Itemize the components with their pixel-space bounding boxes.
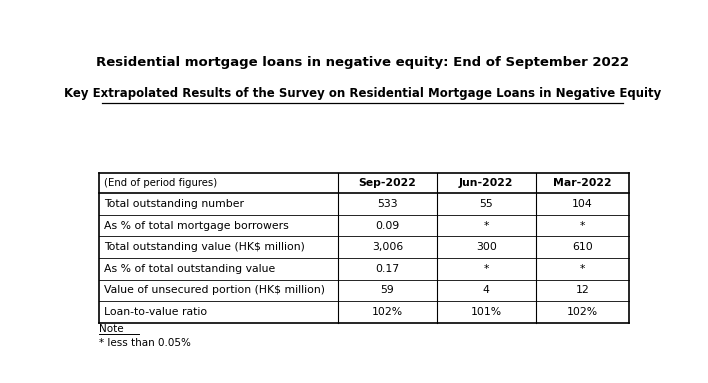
Text: 55: 55 xyxy=(479,199,493,210)
Text: 300: 300 xyxy=(476,242,497,252)
Text: Total outstanding value (HK$ million): Total outstanding value (HK$ million) xyxy=(104,242,304,252)
Text: Total outstanding number: Total outstanding number xyxy=(104,199,244,210)
Text: 610: 610 xyxy=(572,242,593,252)
Text: Key Extrapolated Results of the Survey on Residential Mortgage Loans in Negative: Key Extrapolated Results of the Survey o… xyxy=(64,87,661,100)
Text: 4: 4 xyxy=(483,285,490,295)
Text: Residential mortgage loans in negative equity: End of September 2022: Residential mortgage loans in negative e… xyxy=(96,56,629,69)
Text: 59: 59 xyxy=(381,285,394,295)
Text: *: * xyxy=(484,221,489,231)
Text: Value of unsecured portion (HK$ million): Value of unsecured portion (HK$ million) xyxy=(104,285,325,295)
Text: 533: 533 xyxy=(377,199,398,210)
Text: * less than 0.05%: * less than 0.05% xyxy=(99,338,191,348)
Text: Jun-2022: Jun-2022 xyxy=(459,178,513,188)
Text: 104: 104 xyxy=(572,199,593,210)
Text: 3,006: 3,006 xyxy=(372,242,403,252)
Text: Loan-to-value ratio: Loan-to-value ratio xyxy=(104,307,207,317)
Text: 102%: 102% xyxy=(567,307,598,317)
Text: (End of period figures): (End of period figures) xyxy=(104,178,217,188)
Text: 0.17: 0.17 xyxy=(375,264,399,274)
Text: As % of total outstanding value: As % of total outstanding value xyxy=(104,264,275,274)
Text: Note: Note xyxy=(99,324,124,334)
Text: 102%: 102% xyxy=(372,307,403,317)
Text: *: * xyxy=(580,221,585,231)
Text: As % of total mortgage borrowers: As % of total mortgage borrowers xyxy=(104,221,289,231)
Text: Mar-2022: Mar-2022 xyxy=(553,178,612,188)
Text: 12: 12 xyxy=(576,285,589,295)
Text: 0.09: 0.09 xyxy=(375,221,400,231)
Text: *: * xyxy=(580,264,585,274)
Text: Sep-2022: Sep-2022 xyxy=(359,178,416,188)
Text: *: * xyxy=(484,264,489,274)
Text: 101%: 101% xyxy=(471,307,502,317)
